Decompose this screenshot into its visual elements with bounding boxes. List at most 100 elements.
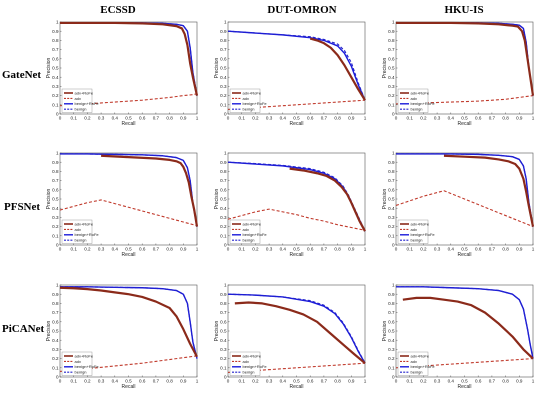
y-tick-label: 0 (224, 375, 227, 380)
y-tick-label: 0.8 (220, 38, 227, 43)
y-tick-label: 0.9 (220, 292, 227, 297)
legend-label: adv+RoFe (243, 90, 262, 95)
x-tick-label: 1 (532, 379, 535, 384)
legend-label: adv (411, 96, 417, 101)
y-tick-label: 0 (56, 375, 59, 380)
x-tick-label: 0.8 (334, 116, 341, 121)
chart-panel-6: 0 0.1 0.2 0.3 0.4 0.5 0.6 0.7 0.8 0.9 1 0 0.1 0.2 0.3 0… (46, 283, 199, 390)
x-tick-label: 0 (227, 379, 230, 384)
y-tick-label: 0.5 (388, 197, 395, 202)
y-tick-label: 0.4 (52, 206, 59, 211)
y-tick-label: 0.5 (388, 329, 395, 334)
y-tick-label: 0.4 (388, 206, 395, 211)
y-tick-label: 0.1 (388, 233, 395, 238)
x-tick-label: 0.9 (180, 379, 187, 384)
x-tick-label: 0.3 (434, 247, 441, 252)
column-titles: ECSSD DUT-OMRON HKU-IS (100, 4, 483, 16)
series-line-adv-rofe (101, 154, 199, 227)
y-tick-label: 0.7 (220, 178, 227, 183)
series-line-adv-rofe (396, 21, 535, 96)
y-tick-label: 0.4 (220, 338, 227, 343)
y-tick-label: 0.3 (52, 215, 59, 220)
x-tick-label: 0.3 (434, 116, 441, 121)
y-tick-label: 0.9 (388, 160, 395, 165)
y-tick-label: 0.2 (220, 224, 227, 229)
y-tick-label: 0.6 (52, 56, 59, 61)
legend-label: benign+RoFe (243, 101, 268, 106)
legend-label: benign (75, 370, 87, 375)
y-tick-label: 0.8 (388, 169, 395, 174)
x-tick-label: 1 (196, 116, 199, 121)
x-tick-label: 0.4 (448, 379, 455, 384)
y-tick-label: 0.9 (52, 292, 59, 297)
y-tick-label: 0.4 (52, 75, 59, 80)
x-tick-label: 0.5 (461, 379, 468, 384)
y-tick-label: 0.2 (220, 93, 227, 98)
series-line-benign (227, 293, 366, 364)
x-tick-label: 1 (364, 247, 367, 252)
chart-panel-5: 0 0.1 0.2 0.3 0.4 0.5 0.6 0.7 0.8 0.9 1 0 0.1 0.2 0.3 0… (382, 151, 535, 258)
y-tick-label: 0.9 (388, 292, 395, 297)
y-tick-label: 0.8 (388, 38, 395, 43)
y-tick-label: 0.5 (220, 329, 227, 334)
legend-label: adv (411, 359, 417, 364)
y-tick-label: 0.9 (388, 29, 395, 34)
series-line-adv-rofe (289, 167, 366, 232)
y-axis-label: Precision (46, 189, 52, 210)
y-tick-label: 0.2 (388, 356, 395, 361)
legend-label: benign (243, 238, 255, 243)
chart-panel-2: 0 0.1 0.2 0.3 0.4 0.5 0.6 0.7 0.8 0.9 1 0 0.1 0.2 0.3 0… (382, 20, 535, 127)
y-tick-label: 0.1 (220, 102, 227, 107)
y-axis-label: Precision (46, 321, 52, 342)
y-axis-label: Precision (382, 189, 388, 210)
x-tick-label: 0.6 (475, 116, 482, 121)
y-tick-label: 0 (224, 112, 227, 117)
x-tick-label: 0.9 (180, 116, 187, 121)
x-tick-label: 0.9 (516, 116, 523, 121)
x-tick-label: 0.6 (307, 379, 314, 384)
y-tick-label: 0.6 (388, 319, 395, 324)
x-tick-label: 0.9 (180, 247, 187, 252)
x-tick-label: 0.8 (502, 247, 509, 252)
x-tick-label: 0.8 (334, 379, 341, 384)
y-tick-label: 0.2 (388, 93, 395, 98)
y-tick-label: 0.6 (220, 187, 227, 192)
x-tick-label: 0.7 (489, 379, 496, 384)
y-tick-label: 0.3 (220, 84, 227, 89)
row-title-pfsnet: PFSNet (4, 201, 40, 213)
y-tick-label: 0.2 (52, 93, 59, 98)
y-tick-label: 0.9 (220, 160, 227, 165)
series-line-adv-rofe (443, 154, 535, 227)
x-tick-label: 0.3 (266, 116, 273, 121)
legend-label: benign+RoFe (243, 364, 268, 369)
legend-label: benign (243, 370, 255, 375)
y-tick-label: 0.8 (52, 301, 59, 306)
x-tick-label: 1 (364, 116, 367, 121)
series-line-adv-rofe (60, 21, 199, 96)
legend-label: benign+RoFe (75, 232, 100, 237)
legend-label: adv+RoFe (75, 353, 94, 358)
y-tick-label: 0.3 (52, 84, 59, 89)
col-title-hku-is: HKU-IS (444, 4, 483, 16)
legend-label: benign (75, 238, 87, 243)
x-tick-label: 0.2 (420, 247, 427, 252)
x-tick-label: 0.1 (239, 116, 246, 121)
y-tick-label: 0.3 (220, 215, 227, 220)
y-tick-label: 1 (56, 151, 59, 156)
x-tick-label: 0 (395, 247, 398, 252)
x-tick-label: 0.9 (516, 379, 523, 384)
legend-box (229, 88, 261, 113)
y-tick-label: 0 (392, 112, 395, 117)
series-line-benign (227, 161, 366, 232)
y-tick-label: 0 (56, 243, 59, 248)
x-tick-label: 0.5 (293, 379, 300, 384)
x-tick-label: 0.4 (112, 116, 119, 121)
x-axis-label: Recall (458, 384, 472, 390)
y-tick-label: 0.4 (220, 206, 227, 211)
legend-label: benign+RoFe (411, 101, 436, 106)
